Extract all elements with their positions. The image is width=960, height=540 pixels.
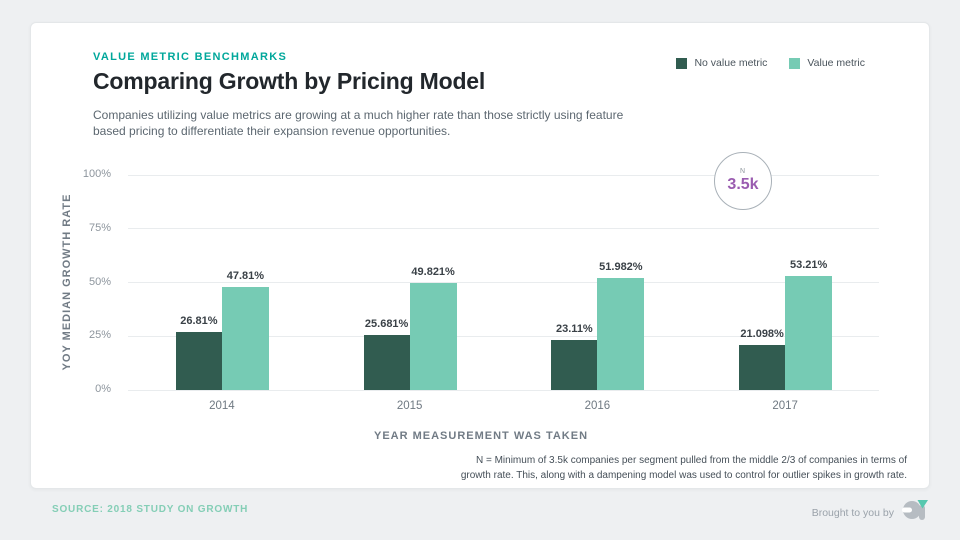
gridline <box>128 282 879 283</box>
x-category-label: 2015 <box>396 400 423 412</box>
bar-value-label: 26.81% <box>180 315 218 328</box>
y-tick-label: 100% <box>82 168 111 180</box>
footnote-line: N = Minimum of 3.5k companies per segmen… <box>475 455 907 466</box>
eyebrow-label: VALUE METRIC BENCHMARKS <box>93 51 288 63</box>
y-tick-label: 25% <box>88 329 111 342</box>
bar-value-metric <box>597 278 645 390</box>
x-category-label: 2017 <box>772 400 798 412</box>
brought-to-you-by: Brought to you by <box>812 498 928 527</box>
legend-item-value-metric: Value metric <box>789 57 865 69</box>
bar-value-label: 25.681% <box>364 317 409 330</box>
x-axis-title: YEAR MEASUREMENT WAS TAKEN <box>373 430 589 442</box>
gridline <box>128 174 879 176</box>
y-tick-label: 0% <box>95 383 111 395</box>
y-tick-label: 75% <box>88 221 111 234</box>
bar-value-label: 51.982% <box>599 261 643 274</box>
brought-to-you-by-label: Brought to you by <box>811 506 894 519</box>
subtitle-line: based pricing to differentiate their exp… <box>93 124 451 138</box>
gridline <box>128 389 879 391</box>
bar-no-value-metric <box>175 332 222 390</box>
legend-item-no-value-metric: No value metric <box>676 57 767 69</box>
chart-card: VALUE METRIC BENCHMARKS Comparing Growth… <box>30 22 930 489</box>
bar-value-label: 47.81% <box>226 270 265 283</box>
footnote-line: growth rate. This, along with a dampenin… <box>460 470 907 481</box>
bar-chart: YOY MEDIAN GROWTH RATE 0% 25% 50% 75% 100% 26… <box>31 23 931 490</box>
bar-value-label: 49.821% <box>411 265 455 278</box>
bar-no-value-metric <box>363 334 410 390</box>
bar-value-label: 21.098% <box>740 327 784 340</box>
profitwell-logo-icon <box>902 498 928 527</box>
bar-no-value-metric <box>739 344 786 390</box>
legend-swatch-icon <box>789 57 801 69</box>
bar-value-metric <box>785 275 833 390</box>
badge-n-label: N <box>739 168 747 175</box>
bar-value-metric <box>221 287 269 390</box>
legend-label: No value metric <box>694 57 768 69</box>
legend-swatch-icon <box>676 57 688 69</box>
x-category-label: 2016 <box>584 400 611 412</box>
legend-label: Value metric <box>807 57 865 69</box>
bar-value-label: 53.21% <box>789 258 828 271</box>
chart-legend: No value metric Value metric <box>676 57 865 69</box>
footnote: N = Minimum of 3.5k companies per segmen… <box>367 453 907 483</box>
subtitle-line: Companies utilizing value metrics are gr… <box>93 108 624 122</box>
bar-value-metric <box>409 282 457 390</box>
bar-value-label: 23.11% <box>556 323 593 336</box>
y-tick-label: 50% <box>88 275 111 288</box>
page-subtitle: Companies utilizing value metrics are gr… <box>93 107 623 139</box>
page-title: Comparing Growth by Pricing Model <box>93 68 486 94</box>
badge-value: 3.5k <box>727 176 759 193</box>
x-category-label: 2014 <box>209 400 235 412</box>
bar-no-value-metric <box>551 340 598 390</box>
source-label: SOURCE: 2018 STUDY ON GROWTH <box>52 504 249 515</box>
sample-size-badge: N 3.5k <box>714 152 772 210</box>
gridline <box>128 228 879 230</box>
gridline <box>128 335 879 337</box>
